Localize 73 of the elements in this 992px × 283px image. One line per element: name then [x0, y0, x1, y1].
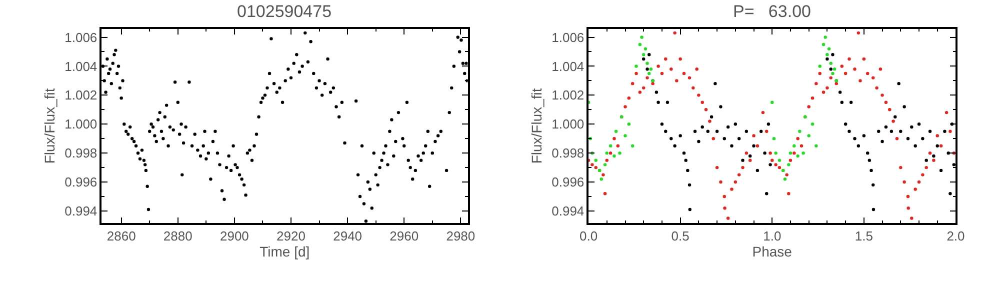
point [594, 158, 598, 162]
point [624, 134, 627, 138]
x-tick-label: 2900 [220, 228, 249, 244]
point [772, 137, 776, 140]
y-tick-label: 1.000 [64, 116, 98, 132]
y-axis-title: Flux/Flux_fit [42, 88, 58, 164]
x-tick-label: 2880 [163, 228, 192, 244]
y-tick-label: 1.002 [552, 88, 584, 103]
point [642, 53, 646, 56]
point [807, 134, 810, 138]
point [770, 100, 774, 104]
y-tick-label: 0.996 [64, 174, 98, 190]
y-tick-label: 0.994 [552, 204, 584, 219]
point [640, 36, 644, 39]
y-tick-label: 1.006 [64, 30, 98, 45]
point [646, 62, 649, 65]
chart-title: P= 63.00 [733, 2, 811, 21]
point [814, 144, 818, 148]
x-tick-label: 2960 [390, 228, 419, 244]
point [810, 122, 814, 126]
y-tick-label: 1.004 [552, 58, 584, 74]
x-tick-label: 1.5 [854, 228, 873, 244]
point [832, 68, 836, 71]
point [831, 72, 834, 76]
point [627, 122, 631, 126]
point [778, 158, 782, 162]
x-tick-label: 0.0 [579, 228, 598, 244]
y-tick-label: 1.000 [552, 116, 584, 132]
x-axis-title: Time [d] [260, 243, 310, 260]
point [802, 151, 805, 155]
point [648, 72, 651, 76]
point [829, 62, 832, 65]
x-tick-label: 2940 [333, 228, 362, 244]
y-tick-label: 0.996 [552, 174, 584, 190]
point [630, 144, 634, 148]
x-tick-label: 2.0 [946, 228, 965, 244]
point [827, 47, 831, 50]
point [787, 163, 790, 166]
x-tick-label: 2980 [446, 228, 476, 244]
y-axis-title: Flux/Flux_fit [528, 88, 545, 164]
point [638, 42, 642, 46]
x-tick-label: 2860 [106, 228, 136, 244]
chart-title: 0102590475 [237, 2, 332, 21]
point [774, 151, 778, 155]
y-tick-label: 1.002 [64, 88, 98, 103]
y-tick-label: 0.998 [552, 146, 584, 161]
point [605, 151, 608, 155]
x-tick-label: 0.5 [671, 228, 690, 244]
point [792, 144, 796, 148]
point [634, 64, 638, 68]
point [603, 163, 607, 166]
x-tick-label: 1.0 [763, 228, 782, 244]
point [614, 130, 618, 133]
point [788, 151, 792, 155]
point [783, 178, 787, 181]
point [600, 178, 603, 181]
y-tick-label: 1.004 [64, 58, 98, 74]
y-tick-label: 1.006 [552, 30, 584, 45]
y-tick-label: 0.994 [64, 204, 98, 219]
point [608, 144, 612, 148]
point [644, 47, 648, 50]
point [822, 42, 826, 46]
x-tick-label: 2920 [276, 228, 306, 244]
x-axis-title: Phase [752, 243, 792, 260]
point [649, 68, 653, 71]
point [612, 154, 616, 158]
point [818, 64, 822, 68]
point [618, 151, 622, 155]
point [798, 130, 802, 133]
y-tick-label: 0.998 [64, 146, 98, 161]
point [796, 154, 800, 158]
point [824, 36, 827, 39]
point [826, 53, 829, 56]
